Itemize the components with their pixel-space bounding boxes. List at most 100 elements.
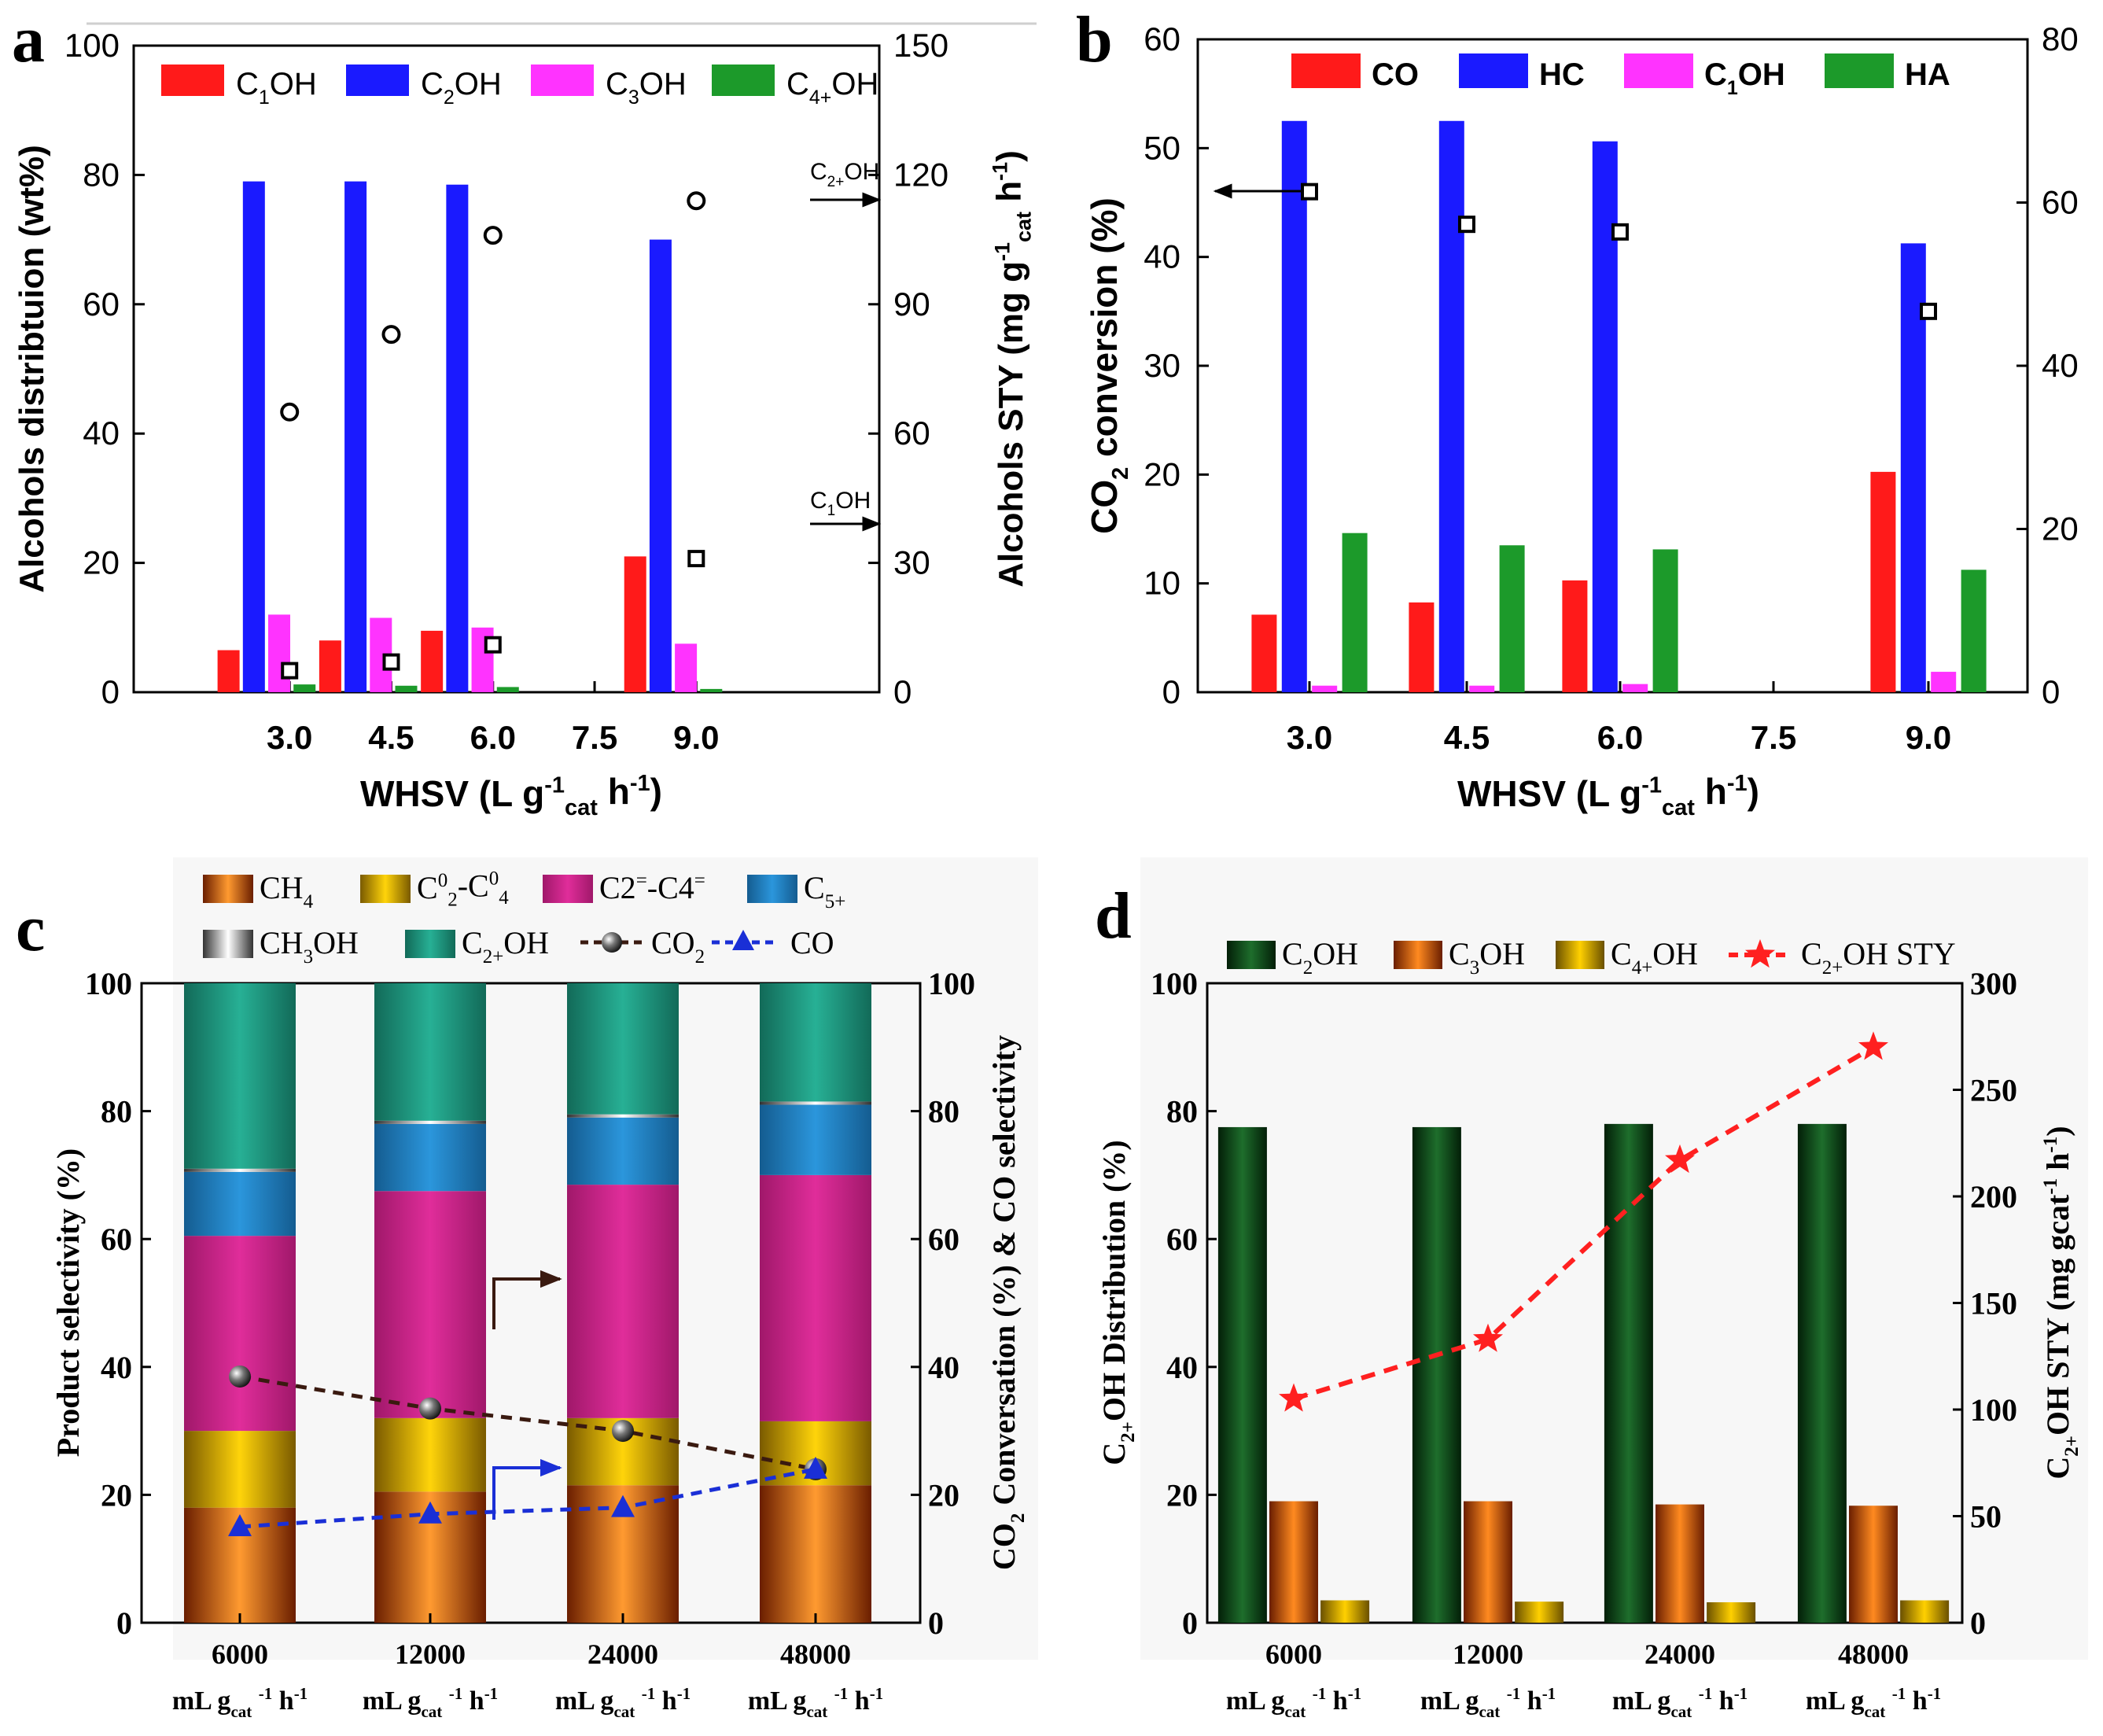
legend-swatch-c: [360, 875, 411, 903]
xunit-label-d: mL gcat -1 h-1: [1612, 1684, 1748, 1721]
bar-d-C4+OH: [1515, 1601, 1564, 1623]
bar-a-C4+OH: [700, 688, 723, 692]
legend-label-c: CH3OH: [260, 925, 359, 968]
xunit-label-d: mL gcat -1 h-1: [1420, 1684, 1556, 1721]
stack-c-C2=-C4= olefins: [374, 1191, 486, 1418]
y2tick-label-d: 250: [1970, 1073, 2017, 1108]
legend-label-c: C5+: [804, 870, 845, 912]
y2tick-label-d: 50: [1970, 1499, 2002, 1535]
y2tick-label-a: 150: [893, 27, 948, 64]
point-c-co2: [612, 1420, 634, 1443]
bar-b-CO: [1251, 614, 1277, 692]
bar-a-C1OH: [217, 650, 240, 692]
xunit-label-d: mL gcat -1 h-1: [1806, 1684, 1941, 1721]
ytick-label-a: 0: [101, 673, 120, 710]
xunit-label-c: mL gcat -1 h-1: [555, 1684, 691, 1721]
ytick-label-b: 0: [1162, 673, 1180, 710]
ytick-label-b: 40: [1144, 238, 1180, 275]
ytick-label-d: 60: [1166, 1222, 1198, 1257]
plot-frame-c: [140, 982, 922, 1624]
xtick-label-a: 7.5: [572, 719, 617, 756]
y2tick-label-d: 300: [1970, 966, 2017, 1001]
xtick-label-c: 6000: [212, 1638, 268, 1670]
point-c-co: [418, 1501, 442, 1524]
point-c-co2: [419, 1397, 441, 1420]
legend-swatch-b: [1291, 53, 1361, 88]
y2tick-label-a: 0: [893, 673, 912, 710]
point-a-c1oh-sty: [382, 653, 400, 671]
xtick-label-c: 48000: [780, 1638, 851, 1670]
y2tick-label-c: 40: [928, 1350, 959, 1385]
ytick-label-b: 50: [1144, 129, 1180, 166]
ytick-label-d: 0: [1182, 1605, 1198, 1641]
y2tick-label-d: 0: [1970, 1605, 1986, 1641]
point-c-co: [228, 1514, 252, 1537]
panel-b-chart: 0 10 20 30 40 50 60 0 20 40 60 80 3.0 4.5 6.0 7.5 9.0 CO H…: [1084, 20, 2079, 820]
legend-swatch-c: [203, 930, 253, 958]
panel-label-c: c: [16, 892, 45, 965]
point-a-c2oh-sty: [381, 325, 401, 345]
xtick-label-c: 24000: [587, 1638, 658, 1670]
bar-d-C4+OH: [1707, 1601, 1756, 1623]
ytick-label-b: 30: [1144, 347, 1180, 384]
bar-b-HA: [1652, 549, 1678, 692]
y2tick-label-c: 100: [928, 966, 975, 1001]
xtick-label-a: 4.5: [368, 719, 414, 756]
point-d-sty: [1279, 1383, 1309, 1412]
xtick-label-b: 7.5: [1751, 719, 1796, 756]
ytick-label-a: 60: [83, 286, 120, 323]
bar-d-C2OH: [1604, 1123, 1653, 1623]
legend-swatch-d: [1394, 941, 1442, 969]
ytick-label-a: 40: [83, 415, 120, 452]
xtick-label-b: 3.0: [1287, 719, 1332, 756]
ytick-label-b: 60: [1144, 20, 1180, 57]
xunit-label-c: mL gcat -1 h-1: [172, 1684, 308, 1721]
y2tick-label-b: 80: [2042, 20, 2079, 57]
legend-marker-c-co: [732, 930, 754, 950]
bar-a-C4+OH: [496, 687, 519, 692]
y2tick-label-a: 90: [893, 286, 930, 323]
xtick-label-a: 9.0: [673, 719, 719, 756]
bar-a-C1OH: [421, 630, 444, 692]
ytick-label-a: 20: [83, 544, 120, 581]
xlabel-b: WHSV (L g-1cat h-1): [1457, 771, 1759, 820]
legend-swatch-a: [346, 65, 409, 96]
xtick-label-a: 3.0: [267, 719, 312, 756]
stack-c-C5+: [760, 1104, 871, 1175]
line-c-co2: [239, 1374, 816, 1472]
ytick-label-a: 100: [64, 27, 120, 64]
bar-d-C4+OH: [1320, 1600, 1370, 1623]
ylabel2-d: C2+OH STY (mg gcat-1 h-1): [2040, 1126, 2083, 1479]
legend-label-c: C02-C04: [417, 868, 509, 910]
legend-swatch-c: [747, 875, 797, 903]
point-b-co2-conversion: [1301, 182, 1318, 201]
ytick-label-b: 20: [1144, 455, 1180, 492]
xunit-label-c: mL gcat -1 h-1: [748, 1684, 883, 1721]
legend-label-a: C2OH: [421, 67, 502, 109]
annotation-a-c2: C2+OH: [810, 159, 879, 190]
legend-swatch-a: [531, 65, 594, 96]
bar-b-C1OH: [1622, 684, 1648, 692]
xunit-label-d: mL gcat -1 h-1: [1226, 1684, 1361, 1721]
point-a-c2oh-sty: [483, 226, 503, 245]
ytick-label-c: 20: [101, 1477, 132, 1513]
stack-c-C5+: [184, 1171, 296, 1237]
stack-c-C2+OH: [184, 983, 296, 1169]
xunit-label-c: mL gcat -1 h-1: [363, 1684, 498, 1721]
y2tick-label-d: 100: [1970, 1392, 2017, 1428]
bar-b-HA: [1961, 569, 1987, 692]
y2tick-label-c: 60: [928, 1222, 959, 1257]
bar-d-C2OH: [1217, 1126, 1267, 1623]
ylabel2-a: Alcohols STY (mg g-1cat h-1): [989, 150, 1036, 588]
stack-c-CH3OH: [760, 1101, 871, 1105]
legend-label-a: C3OH: [606, 67, 687, 109]
y2tick-label-c: 80: [928, 1094, 959, 1130]
legend-swatch-c: [203, 875, 253, 903]
point-d-sty: [1473, 1323, 1503, 1352]
ytick-label-d: 100: [1151, 966, 1198, 1001]
point-d-sty: [1665, 1144, 1695, 1174]
xtick-label-c: 12000: [395, 1638, 466, 1670]
legend-label-d: C4+OH: [1611, 936, 1698, 979]
legend-label-b: C1OH: [1704, 57, 1785, 99]
bar-a-C4+OH: [293, 684, 316, 692]
